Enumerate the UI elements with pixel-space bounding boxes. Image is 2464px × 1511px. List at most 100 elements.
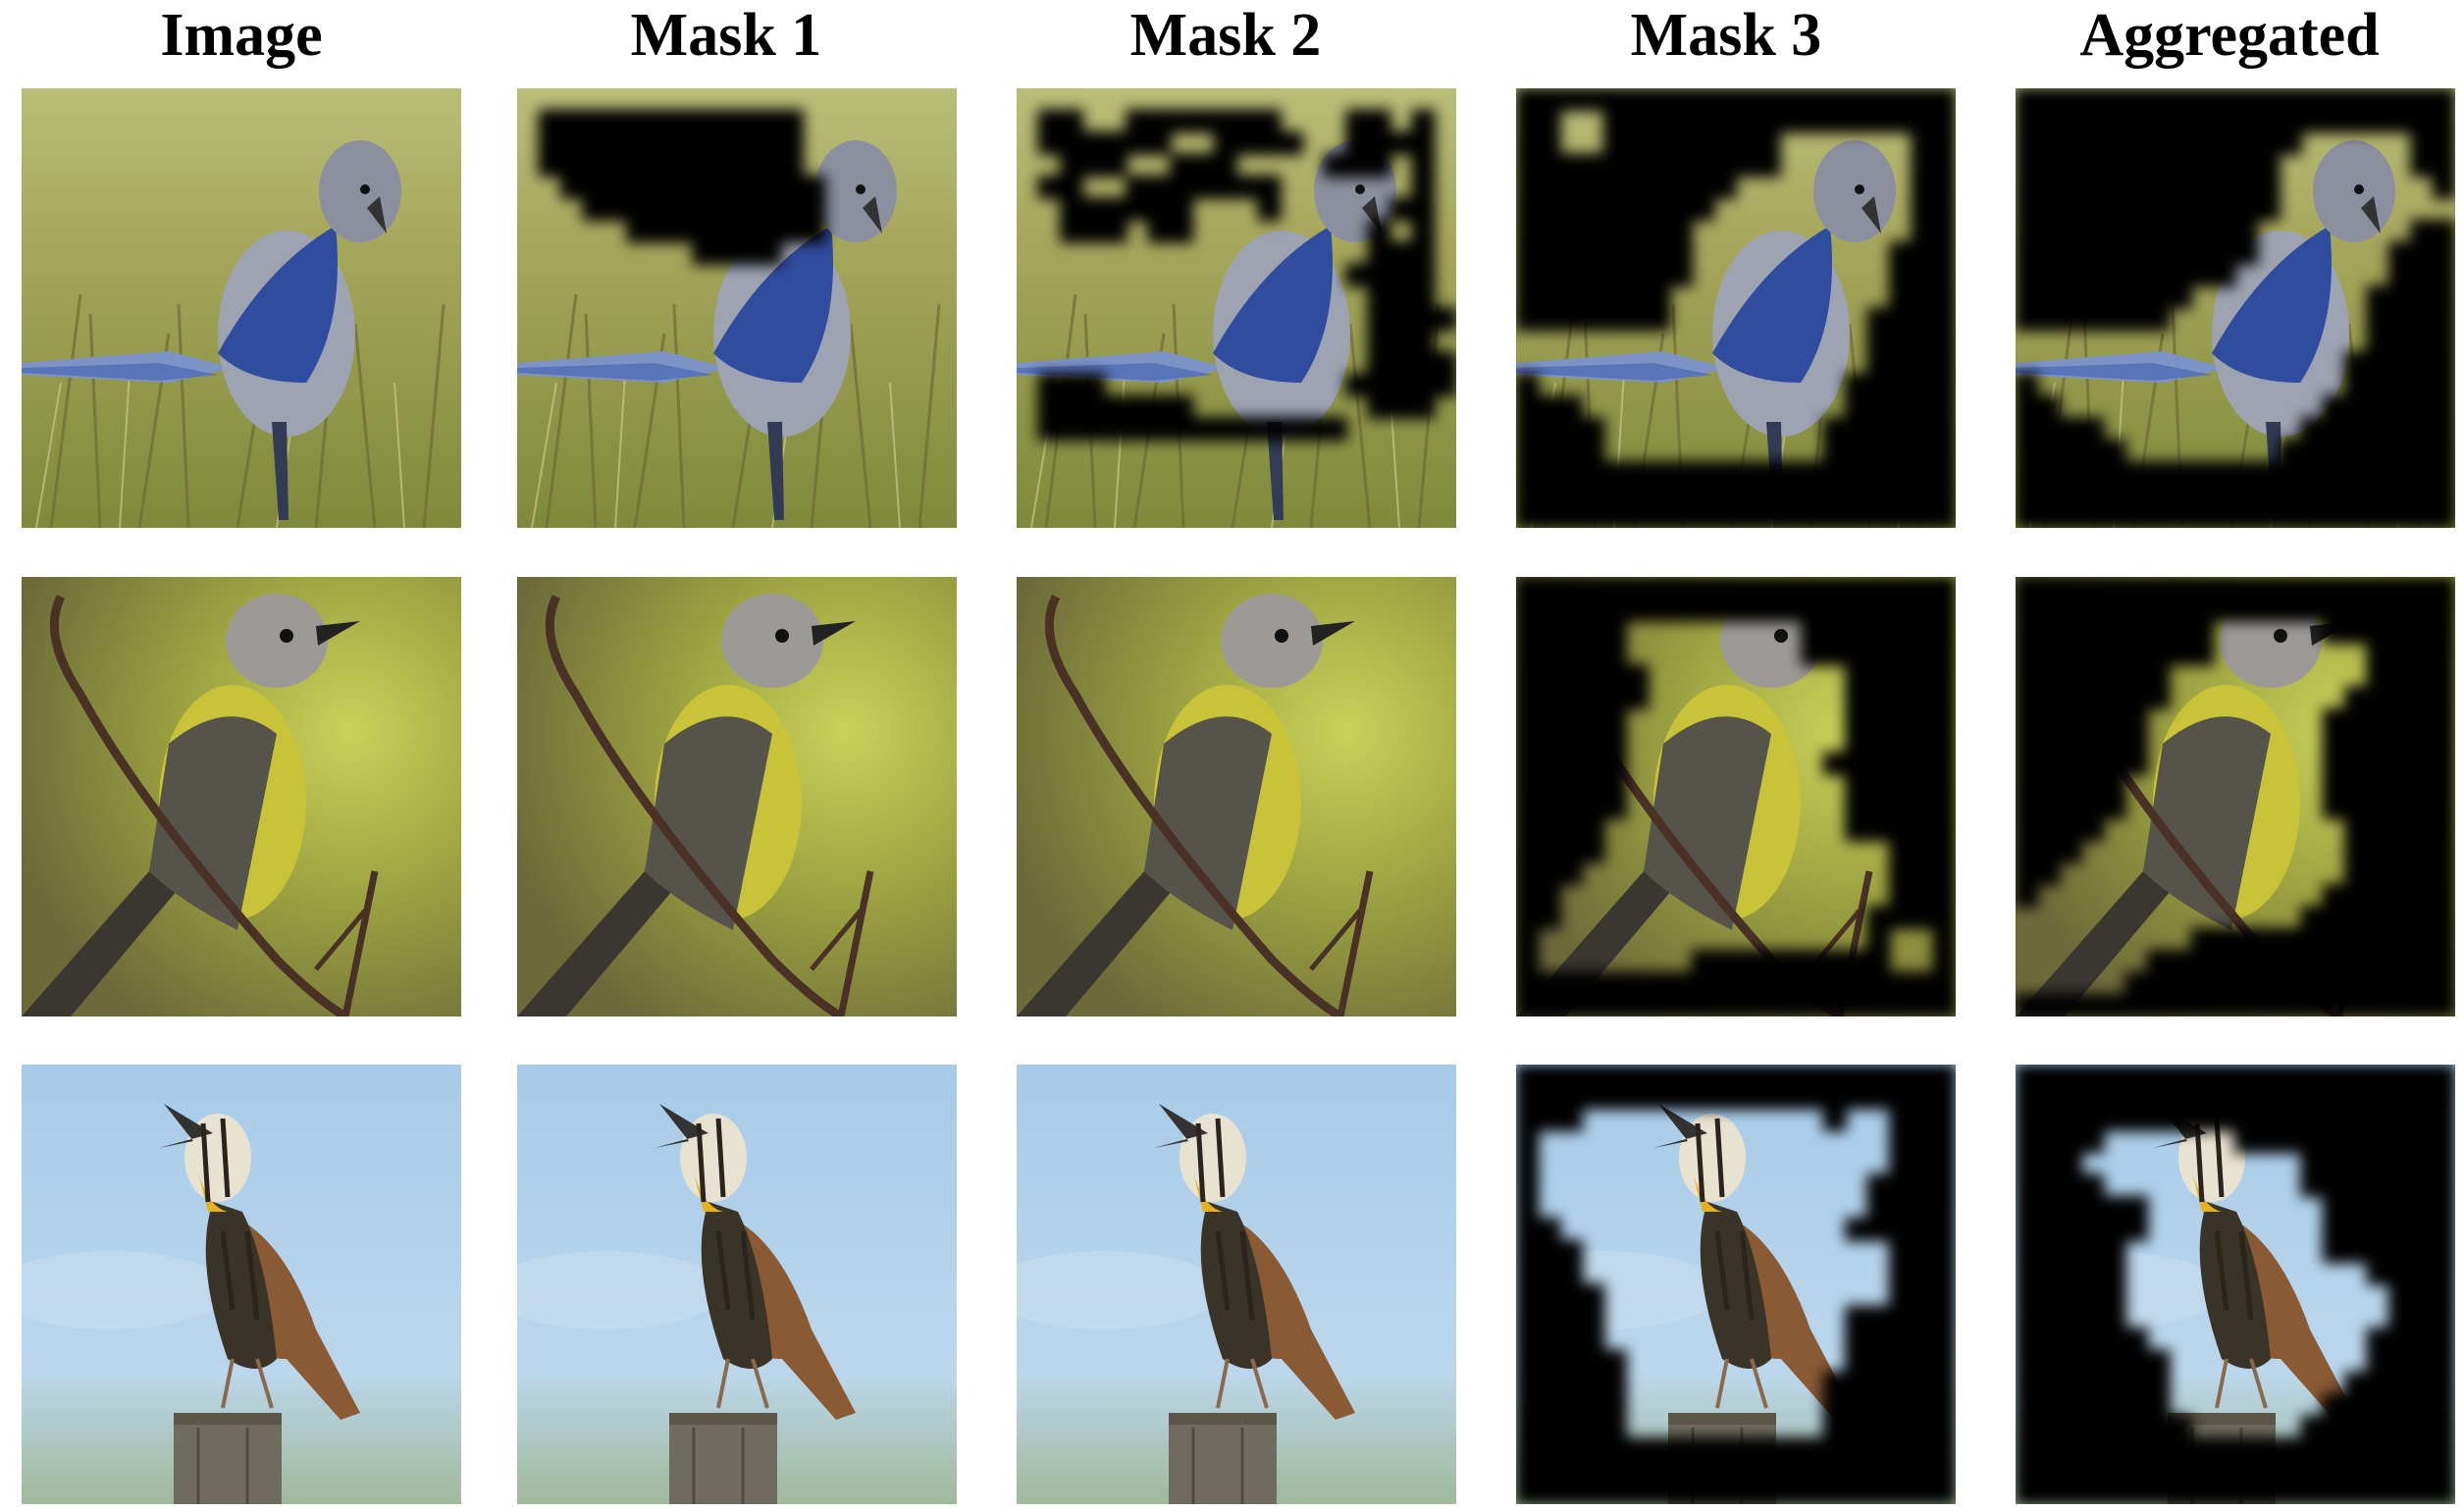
mask-cell: [626, 130, 651, 156]
mask-cell: [2432, 1129, 2455, 1154]
mask-cell: [1735, 1436, 1759, 1462]
mask-cell: [1537, 598, 1561, 622]
mask-cell: [1411, 394, 1436, 419]
mask-cell: [603, 130, 628, 156]
mask-cell: [1537, 577, 1561, 600]
mask-cell: [2432, 1173, 2455, 1198]
mask-cell: [626, 153, 651, 178]
mask-cell: [2234, 240, 2259, 266]
bird-image: [22, 88, 461, 528]
mask-cell: [1213, 175, 1237, 199]
mask-cell: [1866, 1371, 1891, 1395]
mask-cell: [1778, 504, 1804, 528]
mask-cell: [1911, 883, 1935, 908]
mask-cell: [2212, 263, 2236, 287]
mask-cell: [1059, 109, 1084, 133]
mask-cell: [2190, 927, 2215, 952]
mask-cell: [1081, 219, 1106, 243]
mask-cell: [2146, 642, 2171, 666]
mask-cell: [1558, 240, 1584, 266]
mask-cell: [2300, 1129, 2325, 1154]
mask-cell: [2146, 1349, 2171, 1374]
mask-cell: [1602, 263, 1627, 287]
mask-cell: [2234, 130, 2259, 156]
mask-cell: [2300, 439, 2325, 463]
mask-cell: [2366, 1481, 2390, 1504]
mask-cell: [2432, 460, 2455, 486]
mask-cell: [2080, 307, 2105, 332]
mask-cell: [1537, 219, 1561, 243]
mask-cell: [2410, 686, 2435, 710]
mask-cell: [1778, 483, 1804, 507]
mask-cell: [2036, 619, 2061, 645]
mask-cell: [2016, 861, 2039, 886]
mask-cell: [1801, 949, 1825, 974]
mask-cell: [1558, 1349, 1584, 1374]
mask-cell: [1801, 504, 1825, 528]
mask-cell: [2190, 483, 2215, 507]
mask-cell: [2432, 1327, 2455, 1352]
mask-cell: [2234, 971, 2259, 996]
mask-cell: [1845, 109, 1869, 133]
mask-cell: [2387, 417, 2413, 442]
mask-cell: [2102, 197, 2126, 222]
mask-cell: [1866, 729, 1891, 755]
mask-cell: [1169, 153, 1194, 178]
mask-cell: [2432, 642, 2455, 666]
mask-cell: [1691, 577, 1715, 600]
mask-cell: [1911, 993, 1935, 1016]
mask-cell: [758, 130, 782, 156]
mask-cell: [1257, 417, 1282, 442]
mask-cell: [2212, 577, 2236, 600]
mask-cell: [1516, 1349, 1540, 1374]
mask-cell: [2432, 1239, 2455, 1264]
mask-cell: [2190, 1065, 2215, 1088]
mask-cell: [1911, 285, 1935, 309]
mask-cell: [1537, 285, 1561, 309]
mask-cell: [648, 109, 672, 133]
mask-cell: [2256, 993, 2281, 1016]
mask-cell: [1516, 130, 1540, 156]
mask-cell: [1801, 109, 1825, 133]
mask-cell: [2124, 598, 2149, 622]
mask-cell: [1735, 598, 1759, 622]
mask-cell: [1845, 439, 1869, 463]
mask-cell: [2124, 1085, 2149, 1110]
mask-cell: [2058, 240, 2083, 266]
mask-cell: [1537, 197, 1561, 222]
mask-cell: [1866, 796, 1891, 820]
mask-cell: [2432, 949, 2455, 974]
tile-row2-mask-2: [1017, 577, 1456, 1016]
mask-cell: [2016, 153, 2039, 178]
mask-cell: [2366, 1327, 2390, 1352]
mask-cell: [1911, 663, 1935, 688]
mask-cell: [1191, 153, 1216, 178]
mask-overlay: [2016, 88, 2455, 528]
mask-cell: [1911, 417, 1935, 442]
mask-cell: [2366, 1415, 2390, 1439]
mask-cell: [1516, 707, 1540, 732]
mask-cell: [1558, 1393, 1584, 1418]
mask-cell: [1581, 197, 1605, 222]
mask-cell: [2102, 686, 2126, 710]
mask-cell: [2036, 504, 2061, 528]
mask-cell: [1911, 707, 1935, 732]
mask-cell: [2036, 1151, 2061, 1175]
mask-cell: [2344, 1195, 2369, 1220]
mask-cell: [2410, 1261, 2435, 1285]
mask-cell: [779, 197, 805, 222]
mask-cell: [2387, 504, 2413, 528]
mask-cell: [1712, 577, 1737, 600]
mask-cell: [2410, 752, 2435, 776]
mask-cell: [2256, 1085, 2281, 1110]
mask-cell: [2432, 1195, 2455, 1220]
mask-cell: [2387, 1393, 2413, 1418]
mask-cell: [1516, 439, 1540, 463]
mask-cell: [2366, 1173, 2390, 1198]
mask-cell: [2344, 460, 2369, 486]
mask-cell: [2432, 1085, 2455, 1110]
mask-cell: [2300, 109, 2325, 133]
mask-cell: [2410, 1217, 2435, 1242]
mask-cell: [2344, 350, 2369, 376]
mask-cell: [1602, 796, 1627, 820]
